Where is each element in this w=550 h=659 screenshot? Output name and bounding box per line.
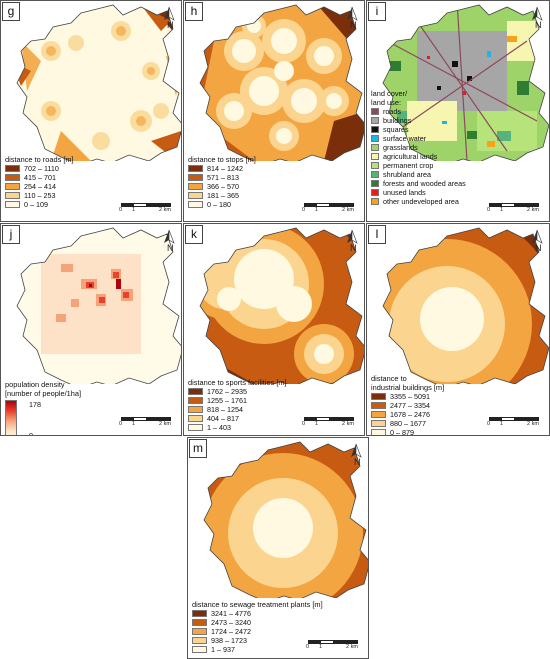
map-panel-h: h N distance to stops [m] 8 — [183, 0, 365, 222]
legend-item: 415 – 701 — [5, 173, 74, 182]
map-landcover — [382, 4, 549, 161]
legend-industrial: distance to industrial buildings [m] 335… — [371, 374, 445, 435]
legend-item: surface water — [371, 134, 466, 143]
map-sewage — [203, 441, 368, 598]
legend-item: 0 – 879 — [371, 428, 444, 435]
legend-item: 110 – 253 — [5, 191, 74, 200]
legend-item: buildings — [371, 116, 466, 125]
legend-min: 0 — [29, 431, 33, 436]
north-arrow-icon: N — [161, 6, 177, 32]
legend-item: 2473 – 3240 — [192, 618, 323, 627]
legend-item: 181 – 365 — [188, 191, 256, 200]
map-panel-k: k N distance to sports facilities [m] 17… — [183, 223, 365, 436]
panel-label-g: g — [2, 2, 20, 21]
legend-item: 1255 – 1761 — [188, 396, 287, 405]
map-population — [16, 227, 181, 384]
legend-item: 818 – 1254 — [188, 405, 287, 414]
legend-sports: distance to sports facilities [m] 1762 –… — [188, 378, 287, 432]
map-panel-g: g N distance to roads [m] — [0, 0, 182, 222]
legend-item: 3241 – 4776 — [192, 609, 323, 618]
legend-stops: distance to stops [m] 814 – 1242 571 – 8… — [188, 155, 256, 209]
legend-item: other undeveloped area — [371, 197, 466, 206]
panel-label-i: i — [368, 2, 386, 21]
panel-label-k: k — [185, 225, 203, 244]
legend-item: 1762 – 2935 — [188, 387, 287, 396]
legend-item: 1 – 937 — [192, 645, 323, 654]
legend-roads: distance to roads [m] 702 – 1110 415 – 7… — [5, 155, 74, 209]
panel-label-h: h — [185, 2, 203, 21]
legend-title: distance to sewage treatment plants [m] — [192, 600, 323, 609]
legend-title: distance to sports facilities [m] — [188, 378, 287, 387]
legend-item: roads — [371, 107, 466, 116]
density-gradient — [5, 400, 17, 435]
map-panel-l: l N distance to industrial buildings [m]… — [366, 223, 550, 436]
legend-item: 571 – 813 — [188, 173, 256, 182]
legend-item: 3355 – 5091 — [371, 392, 444, 401]
north-arrow-icon: N — [344, 229, 360, 255]
legend-title-line1: population density — [5, 380, 65, 389]
legend-item: 366 – 570 — [188, 182, 256, 191]
panel-label-j: j — [2, 225, 20, 244]
north-arrow-icon: N — [161, 229, 177, 255]
north-arrow-icon: N — [344, 6, 360, 32]
north-arrow-icon: N — [348, 443, 364, 469]
legend-item: permanent crop — [371, 161, 466, 170]
legend-item: 404 – 817 — [188, 414, 287, 423]
map-industrial — [382, 227, 549, 384]
legend-max: 178 — [29, 400, 41, 409]
legend-population: population density [number of people/1ha… — [5, 380, 82, 436]
legend-item: unused lands — [371, 188, 466, 197]
legend-item: 702 – 1110 — [5, 164, 74, 173]
legend-item: agricultural lands — [371, 152, 466, 161]
north-label: N — [167, 20, 174, 30]
legend-item: shrubland area — [371, 170, 466, 179]
legend-item: grasslands — [371, 143, 466, 152]
legend-item: 814 – 1242 — [188, 164, 256, 173]
map-panel-i: i N land cover/ land use: roads building… — [366, 0, 550, 222]
legend-landcover: land cover/ land use: roads buildings sq… — [371, 89, 466, 206]
map-sports — [199, 227, 364, 384]
legend-item: 0 – 180 — [188, 200, 256, 209]
map-panel-j: j N population density [number of people… — [0, 223, 182, 436]
legend-title: distance to stops [m] — [188, 155, 256, 164]
legend-title-line2: [number of people/1ha] — [5, 389, 82, 398]
panel-label-m: m — [189, 439, 207, 458]
north-arrow-icon: N — [529, 6, 545, 32]
legend-item: 0 – 109 — [5, 200, 74, 209]
panel-label-l: l — [368, 225, 386, 244]
legend-title-line1: land cover/ — [371, 89, 408, 98]
legend-title: distance to roads [m] — [5, 155, 74, 164]
legend-item: 1724 – 2472 — [192, 627, 323, 636]
legend-item: forests and wooded areas — [371, 179, 466, 188]
legend-item: squares — [371, 125, 466, 134]
legend-title-line1: distance to — [371, 374, 407, 383]
map-stops — [199, 4, 364, 161]
map-roads — [16, 4, 181, 161]
legend-item: 880 – 1677 — [371, 419, 444, 428]
north-arrow-icon: N — [529, 229, 545, 255]
legend-sewage: distance to sewage treatment plants [m] … — [192, 600, 323, 654]
legend-title-line2: land use: — [371, 98, 401, 107]
legend-item: 1678 – 2476 — [371, 410, 444, 419]
legend-title-line2: industrial buildings [m] — [371, 383, 445, 392]
legend-item: 254 – 414 — [5, 182, 74, 191]
map-panel-m: m N distance to sewage treatment plants … — [187, 437, 369, 659]
legend-item: 2477 – 3354 — [371, 401, 444, 410]
legend-item: 938 – 1723 — [192, 636, 323, 645]
legend-item: 1 – 403 — [188, 423, 287, 432]
